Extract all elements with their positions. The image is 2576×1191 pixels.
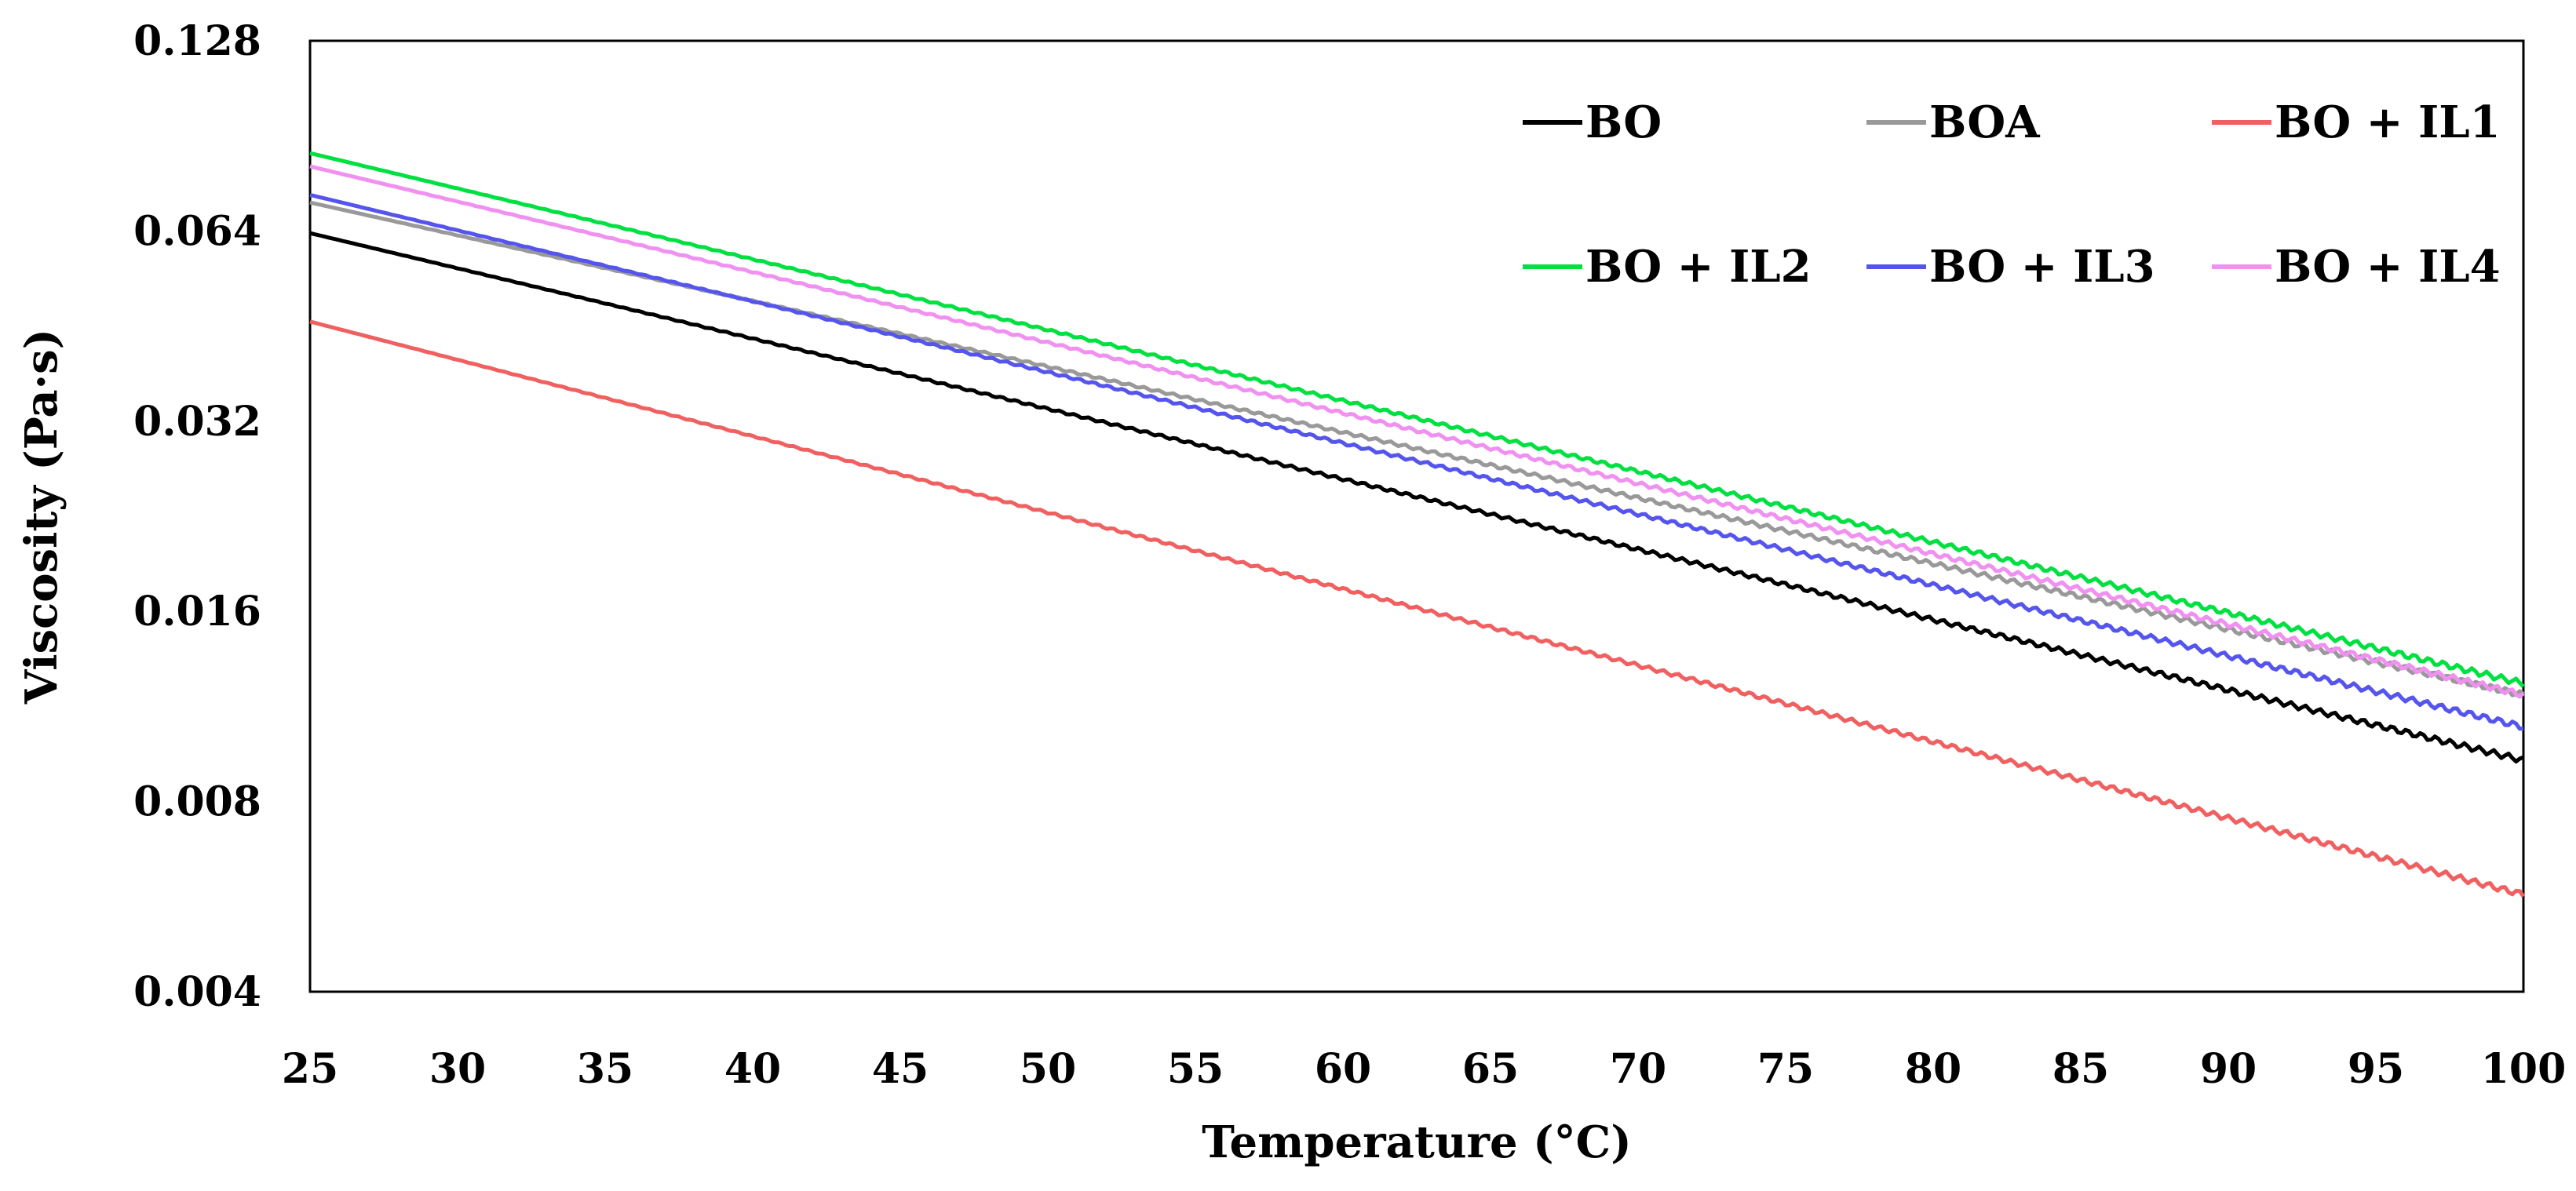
x-tick-label: 25 xyxy=(282,1045,338,1093)
series-line-bo-il4 xyxy=(309,164,2525,699)
x-tick-label: 55 xyxy=(1167,1045,1224,1093)
series-line-bo xyxy=(309,231,2524,764)
legend: BO BOA BO + IL1 BO + IL2 BO + IL3 BO + IL4 xyxy=(1523,97,2501,293)
series-layer xyxy=(309,151,2526,898)
x-tick-label: 70 xyxy=(1610,1045,1666,1093)
x-tick-label: 95 xyxy=(2348,1045,2404,1093)
legend-label-bo-il3: BO + IL3 xyxy=(1929,241,2155,293)
x-tick-label: 45 xyxy=(872,1045,929,1093)
y-tick-label: 0.128 xyxy=(133,17,261,65)
x-tick-label: 65 xyxy=(1462,1045,1519,1093)
y-axis-title: Viscosity (Pa·s) xyxy=(16,329,68,705)
y-axis-tick-labels: 0.004 0.008 0.016 0.032 0.064 0.128 xyxy=(133,17,261,1016)
legend-label-bo-il1: BO + IL1 xyxy=(2275,97,2501,148)
x-tick-label: 85 xyxy=(2052,1045,2109,1093)
y-tick-label: 0.008 xyxy=(133,778,261,826)
x-tick-label: 100 xyxy=(2481,1045,2567,1093)
x-axis-tick-labels: 25 30 35 40 45 50 55 60 65 70 75 80 85 90 95 100 xyxy=(282,1045,2566,1093)
plot-frame xyxy=(308,39,2525,993)
x-axis-title: Temperature (°C) xyxy=(1202,1116,1631,1168)
x-tick-label: 30 xyxy=(429,1045,486,1093)
series-line-bo-il2 xyxy=(309,151,2525,688)
x-tick-label: 50 xyxy=(1020,1045,1076,1093)
y-tick-label: 0.032 xyxy=(133,398,261,446)
legend-label-bo: BO xyxy=(1585,97,1662,148)
y-tick-label: 0.004 xyxy=(133,968,261,1016)
y-tick-label: 0.016 xyxy=(133,588,261,636)
series-line-bo-il3 xyxy=(309,192,2524,731)
legend-label-boa: BOA xyxy=(1929,97,2041,148)
x-tick-label: 60 xyxy=(1315,1045,1371,1093)
x-tick-label: 40 xyxy=(724,1045,781,1093)
x-tick-label: 75 xyxy=(1757,1045,1814,1093)
legend-label-bo-il2: BO + IL2 xyxy=(1585,241,1812,293)
series-line-bo-il1 xyxy=(309,319,2526,898)
x-tick-label: 80 xyxy=(1905,1045,1961,1093)
y-tick-label: 0.064 xyxy=(133,207,261,255)
legend-label-bo-il4: BO + IL4 xyxy=(2275,241,2501,293)
x-tick-label: 35 xyxy=(577,1045,633,1093)
x-tick-label: 90 xyxy=(2200,1045,2257,1093)
